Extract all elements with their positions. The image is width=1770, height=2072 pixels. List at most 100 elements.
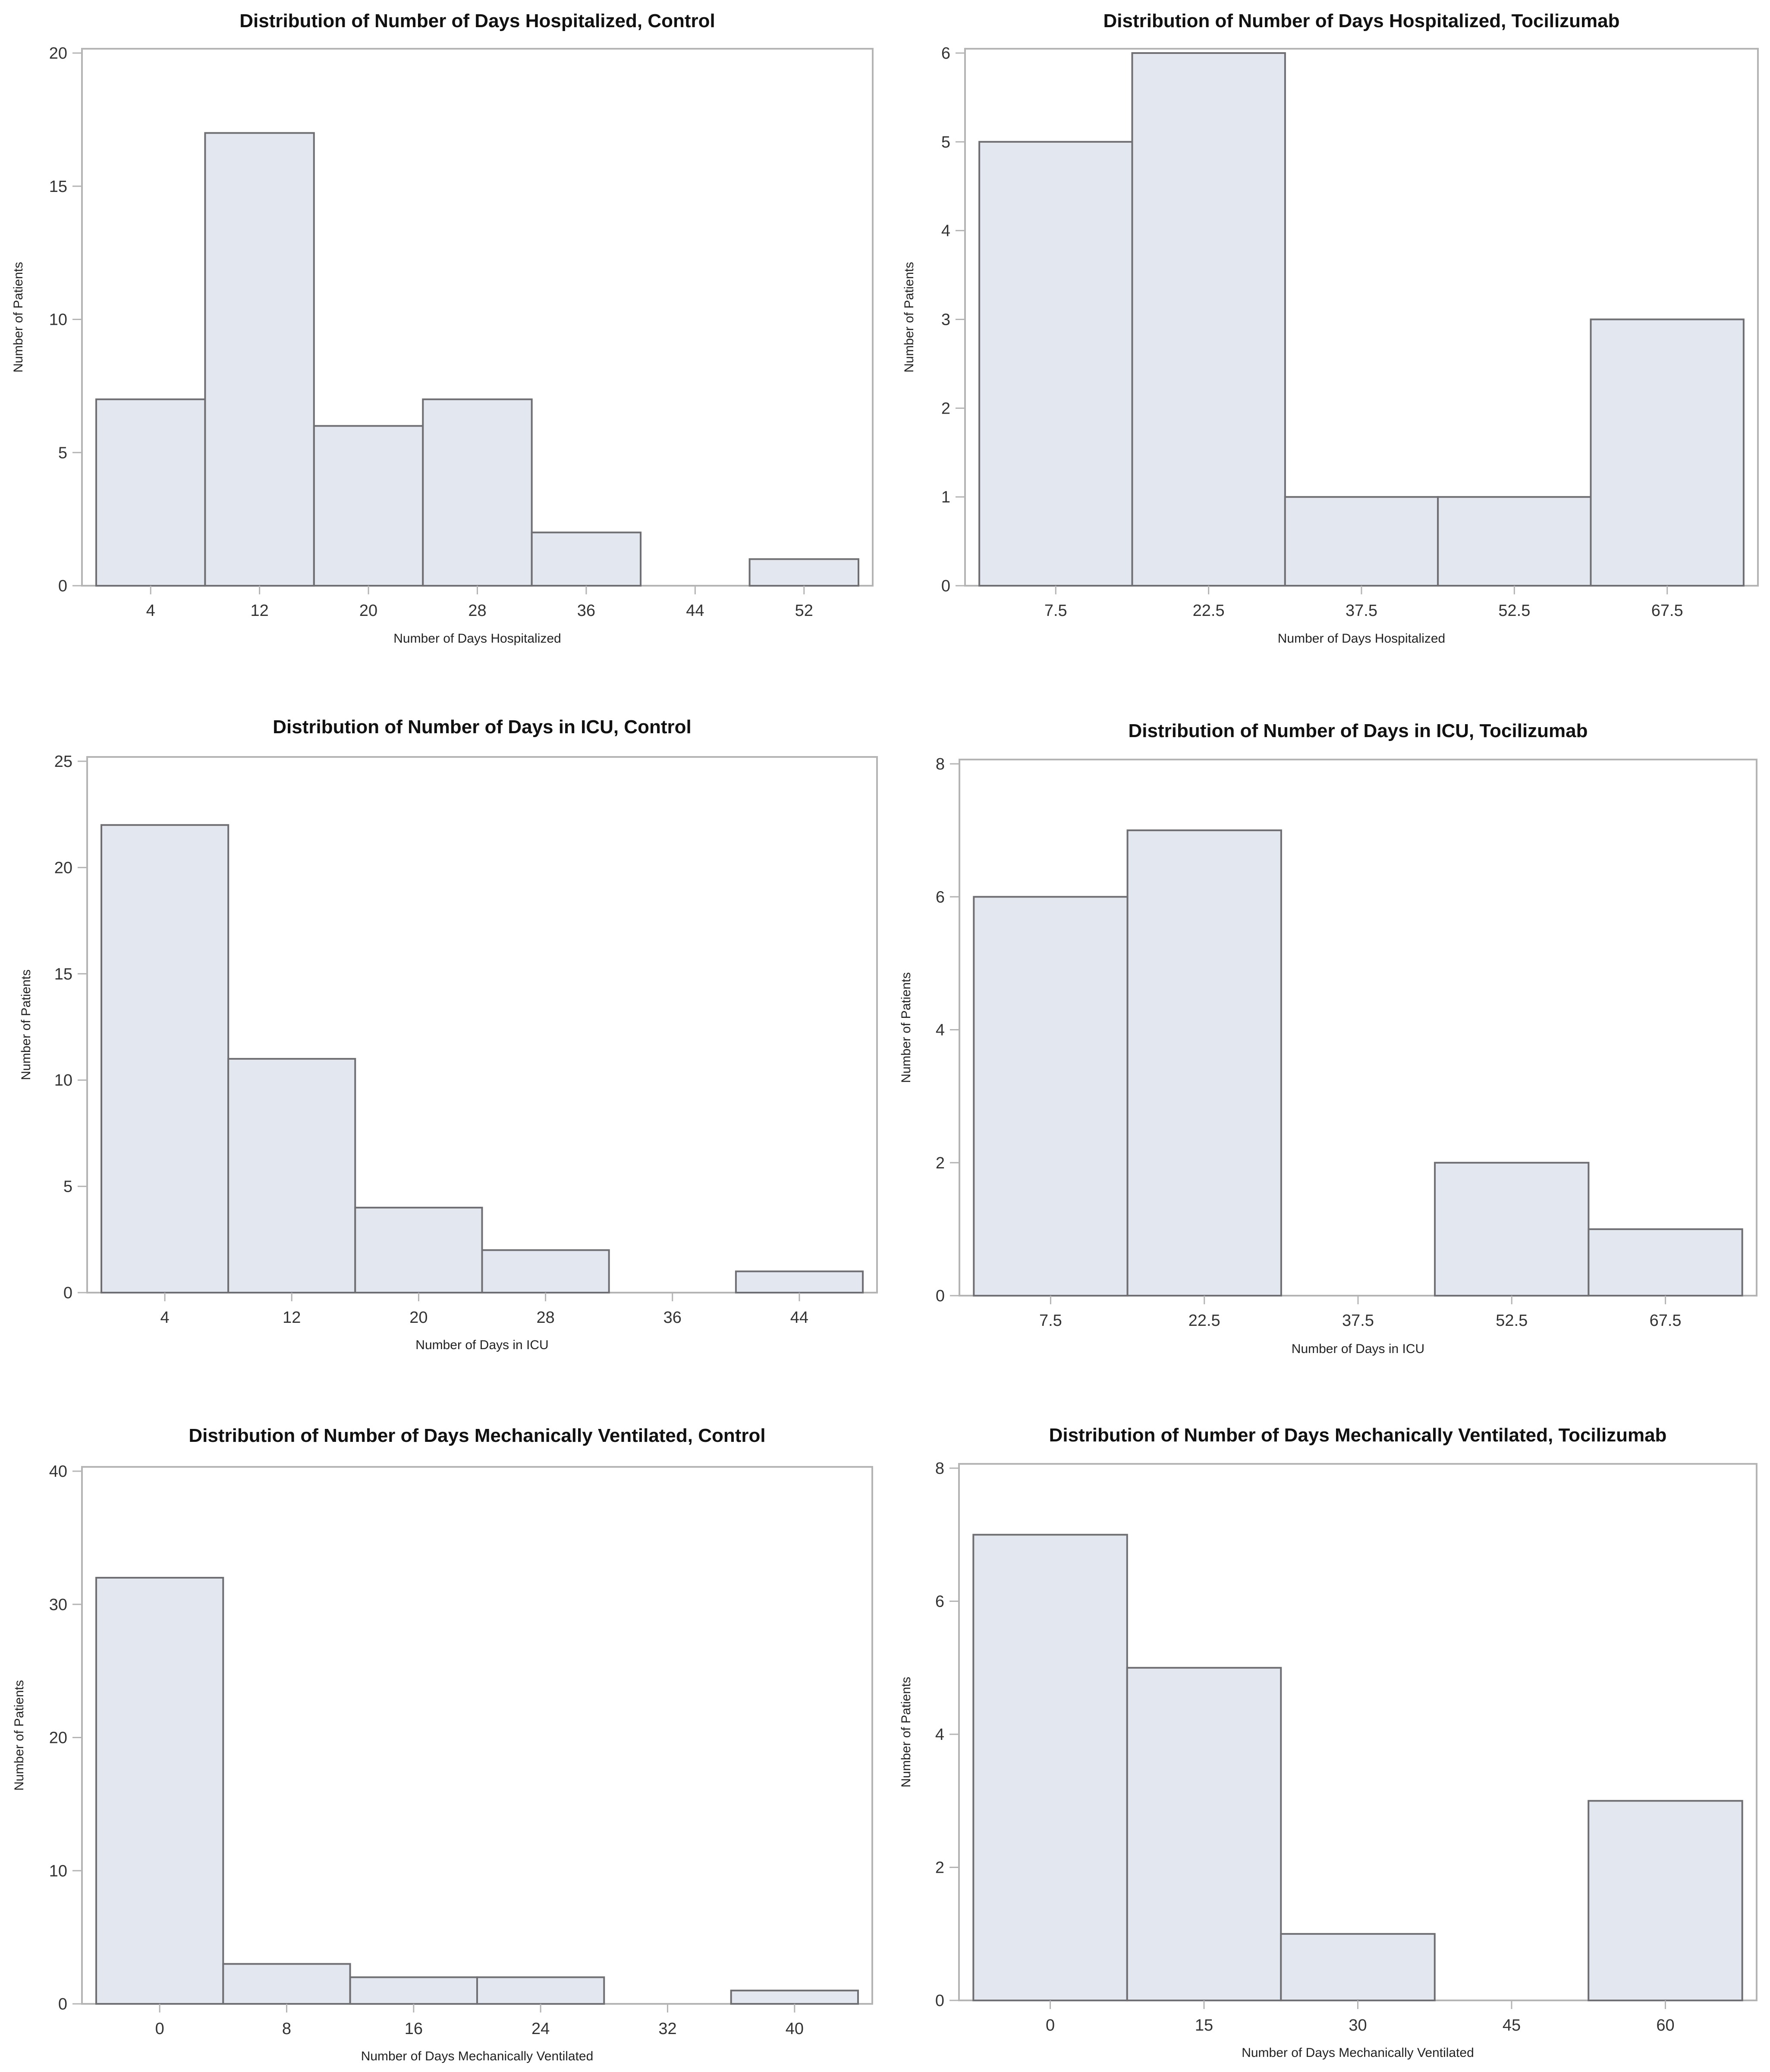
- bar-8: [222, 1963, 351, 2005]
- y-tick-label: 3: [941, 311, 950, 329]
- x-axis-label: Number of Days in ICU: [415, 1338, 548, 1352]
- x-tick-label: 37.5: [1346, 602, 1377, 620]
- bar-0: [972, 1534, 1128, 2002]
- y-tick-label: 0: [941, 577, 950, 595]
- y-tick-label: 0: [58, 577, 67, 595]
- x-tick-label: 0: [155, 2020, 164, 2038]
- y-tick-label: 0: [935, 1992, 944, 2010]
- bar-4: [101, 824, 230, 1293]
- x-axis-label: Number of Days Hospitalized: [393, 631, 561, 646]
- y-tick-label: 10: [54, 1071, 72, 1089]
- x-tick-label: 7.5: [1044, 602, 1067, 620]
- y-axis-label: Number of Patients: [19, 970, 33, 1080]
- x-axis-label: Number of Days in ICU: [1292, 1342, 1424, 1356]
- x-tick-label: 7.5: [1039, 1312, 1062, 1330]
- y-tick-label: 6: [936, 888, 945, 906]
- bar-7.5: [973, 896, 1129, 1297]
- x-tick-label: 16: [405, 2020, 423, 2038]
- x-tick-label: 24: [531, 2020, 550, 2038]
- x-tick-label: 60: [1656, 2016, 1674, 2034]
- chart-title: Distribution of Number of Days in ICU, C…: [273, 716, 691, 738]
- y-tick-label: 15: [54, 965, 72, 983]
- y-tick-label: 8: [935, 1460, 944, 1478]
- y-tick-label: 0: [936, 1287, 945, 1305]
- y-tick-label: 4: [935, 1726, 944, 1744]
- y-tick-label: 10: [49, 311, 67, 329]
- y-axis-label: Number of Patients: [902, 262, 916, 373]
- x-tick-label: 40: [786, 2020, 804, 2038]
- bar-0: [95, 1577, 224, 2005]
- y-tick-label: 8: [936, 755, 945, 773]
- bar-44: [735, 1270, 864, 1293]
- x-tick-label: 30: [1349, 2016, 1367, 2034]
- bar-22.5: [1126, 829, 1282, 1297]
- x-tick-label: 36: [577, 602, 595, 620]
- chart-panel-4: 0 2 4 6 8 7.5 22.5 37.5 52.5 67.5 Distribution of …: [899, 720, 1757, 1356]
- x-tick-label: 20: [409, 1309, 428, 1327]
- bar-67.5: [1590, 318, 1745, 587]
- bar-60: [1588, 1800, 1743, 2002]
- bar-52: [748, 558, 859, 587]
- y-tick-label: 30: [49, 1596, 67, 1614]
- x-tick-label: 12: [283, 1309, 301, 1327]
- bar-67.5: [1588, 1228, 1743, 1297]
- bar-52.5: [1437, 496, 1592, 587]
- y-axis-label: Number of Patients: [899, 972, 913, 1083]
- x-tick-label: 20: [359, 602, 377, 620]
- chart-title: Distribution of Number of Days Mechanica…: [189, 1425, 765, 1446]
- chart-panel-3: 0 5 10 15 20 25 4 12 20 28 36 44 Distribution of Num…: [19, 716, 878, 1352]
- bar-7.5: [978, 141, 1133, 587]
- bar-4: [95, 398, 206, 587]
- chart-title: Distribution of Number of Days Mechanica…: [1049, 1425, 1667, 1446]
- x-tick-label: 37.5: [1342, 1312, 1374, 1330]
- x-tick-label: 4: [146, 602, 155, 620]
- bar-28: [481, 1249, 610, 1293]
- bar-52.5: [1434, 1162, 1590, 1297]
- bar-28: [422, 398, 533, 587]
- chart-title: Distribution of Number of Days in ICU, T…: [1128, 720, 1588, 741]
- y-tick-label: 5: [941, 133, 950, 151]
- bar-40: [730, 1990, 859, 2005]
- x-tick-label: 67.5: [1650, 1312, 1682, 1330]
- y-tick-label: 20: [49, 1729, 67, 1747]
- x-tick-label: 36: [663, 1309, 682, 1327]
- y-tick-label: 20: [54, 859, 72, 877]
- bar-12: [227, 1058, 356, 1293]
- x-tick-label: 67.5: [1651, 602, 1683, 620]
- bar-37.5: [1284, 496, 1439, 587]
- chart-panel-6: 0 2 4 6 8 0 15 30 45 60 Distribution of Number of …: [899, 1425, 1757, 2060]
- x-tick-label: 15: [1195, 2016, 1213, 2034]
- y-tick-label: 0: [63, 1284, 72, 1302]
- y-tick-label: 6: [941, 44, 950, 63]
- bar-36: [531, 531, 642, 587]
- y-tick-label: 40: [49, 1463, 67, 1481]
- x-axis-label: Number of Days Mechanically Ventilated: [361, 2049, 594, 2063]
- y-tick-label: 2: [936, 1154, 945, 1172]
- y-axis-label: Number of Patients: [11, 262, 25, 373]
- chart-title: Distribution of Number of Days Hospitali…: [1103, 10, 1619, 31]
- bar-20: [313, 425, 424, 587]
- y-tick-label: 15: [49, 178, 67, 196]
- bar-30: [1280, 1933, 1436, 2002]
- x-tick-label: 8: [282, 2020, 291, 2038]
- x-tick-label: 45: [1503, 2016, 1521, 2034]
- y-tick-label: 4: [936, 1021, 945, 1039]
- x-tick-label: 12: [250, 602, 268, 620]
- x-tick-label: 44: [790, 1309, 808, 1327]
- y-tick-label: 2: [941, 399, 950, 418]
- bar-22.5: [1131, 52, 1286, 587]
- x-tick-label: 52.5: [1498, 602, 1530, 620]
- x-tick-label: 44: [686, 602, 704, 620]
- x-tick-label: 4: [160, 1309, 169, 1327]
- bar-16: [349, 1976, 478, 2005]
- x-tick-label: 28: [468, 602, 486, 620]
- y-tick-label: 10: [49, 1862, 67, 1880]
- y-tick-label: 5: [63, 1178, 72, 1196]
- chart-panel-5: 0 10 20 30 40 0 8 16 24 32 40 Distribution of Numbe…: [12, 1425, 873, 2063]
- bar-24: [476, 1976, 605, 2005]
- y-tick-label: 20: [49, 44, 67, 63]
- chart-title: Distribution of Number of Days Hospitali…: [239, 10, 715, 31]
- y-tick-label: 1: [941, 488, 950, 506]
- y-axis-label: Number of Patients: [12, 1680, 26, 1791]
